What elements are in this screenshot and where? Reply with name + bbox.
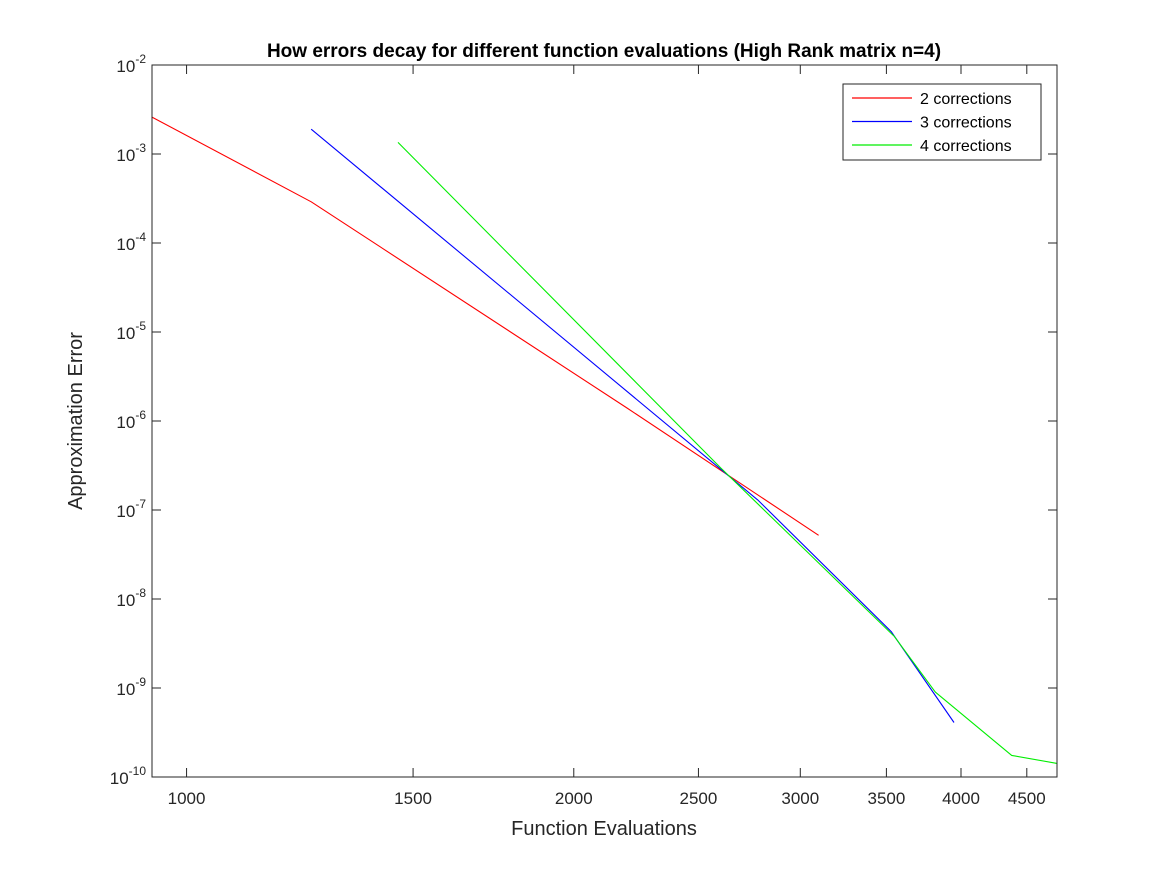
y-axis-label: Approximation Error	[65, 332, 87, 510]
series-line-3-corrections	[310, 128, 955, 723]
x-axis-label: Function Evaluations	[511, 818, 697, 840]
y-tick-label: 10-7	[116, 497, 146, 521]
legend-label-3-corrections: 3 corrections	[920, 115, 1012, 132]
y-tick-label: 10-8	[116, 586, 146, 610]
y-tick-label: 10-6	[116, 408, 146, 432]
legend-label-4-corrections: 4 corrections	[920, 138, 1012, 155]
legend: 2 corrections 3 corrections 4 corrections	[842, 83, 1042, 161]
y-tick-label: 10-4	[116, 230, 146, 254]
series-line-2-corrections	[151, 116, 819, 536]
x-tick-label: 4000	[942, 789, 980, 808]
x-tick-label: 4500	[1008, 789, 1046, 808]
chart-title: How errors decay for different function …	[267, 41, 941, 62]
legend-entries: 2 corrections 3 corrections 4 corrections	[852, 91, 1012, 155]
series-line-4-corrections	[397, 142, 1058, 764]
y-tick-label: 10-9	[116, 675, 146, 699]
x-tick-label: 1500	[394, 789, 432, 808]
x-tick-label: 2500	[680, 789, 718, 808]
x-tick-label: 2000	[555, 789, 593, 808]
legend-label-2-corrections: 2 corrections	[920, 91, 1012, 108]
y-tick-label: 10-5	[116, 319, 146, 343]
series-layer	[151, 116, 1058, 764]
y-tick-label: 10-2	[116, 52, 146, 76]
plot-background	[152, 65, 1057, 777]
x-tick-label: 1000	[168, 789, 206, 808]
tick-layer: 1000 1500 2000 2500 3000 3500 4000 4500 10-10 10-…	[110, 52, 1057, 808]
x-tick-label: 3000	[781, 789, 819, 808]
y-tick-label: 10-10	[110, 764, 147, 788]
x-tick-label: 3500	[867, 789, 905, 808]
y-tick-label: 10-3	[116, 141, 146, 165]
